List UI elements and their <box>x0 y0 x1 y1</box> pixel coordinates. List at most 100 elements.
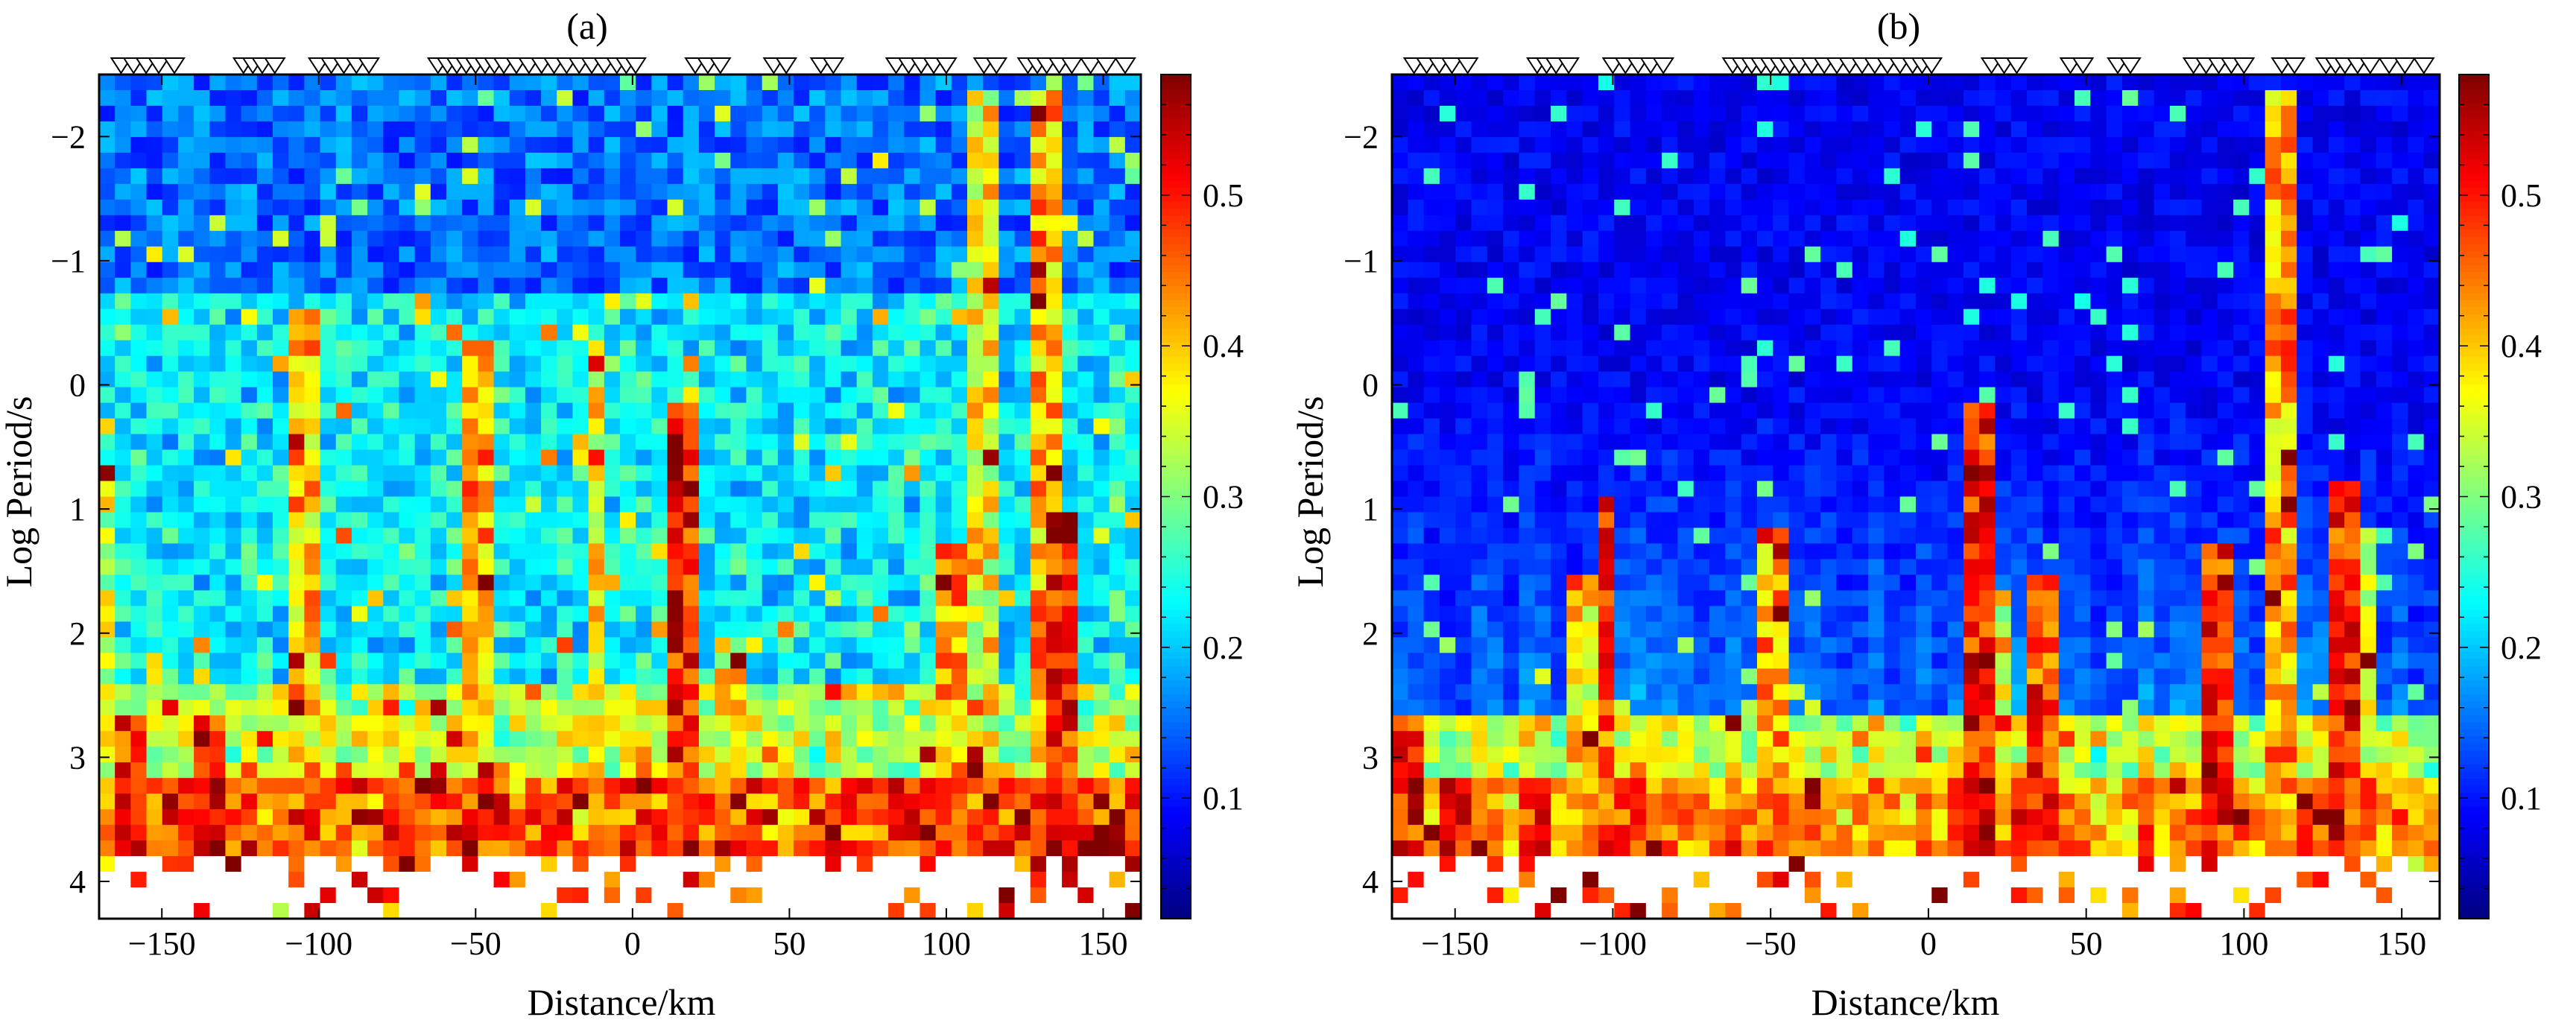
heatmap-cell <box>320 778 337 794</box>
heatmap-cell <box>856 340 873 357</box>
heatmap-cell <box>162 496 179 513</box>
heatmap-cell <box>1788 293 1806 310</box>
heatmap-cell <box>541 590 557 606</box>
heatmap-cell <box>1093 89 1110 107</box>
heatmap-cell <box>1109 825 1126 841</box>
heatmap-cell <box>762 512 779 529</box>
heatmap-cell <box>762 402 779 419</box>
heatmap-cell <box>651 168 668 185</box>
heatmap-cell <box>715 825 731 841</box>
heatmap-cell <box>620 371 636 388</box>
heatmap-cell <box>1045 246 1063 263</box>
heatmap-cell <box>273 183 289 200</box>
heatmap-cell <box>430 371 447 388</box>
heatmap-cell <box>1014 387 1031 404</box>
heatmap-cell <box>572 590 589 606</box>
heatmap-cell <box>604 449 621 466</box>
heatmap-cell <box>920 183 937 200</box>
heatmap-cell <box>446 387 463 404</box>
heatmap-cell <box>683 590 700 606</box>
heatmap-cell <box>2312 230 2329 247</box>
heatmap-cell <box>999 668 1016 685</box>
heatmap-cell <box>162 277 179 294</box>
heatmap-cell <box>288 449 305 466</box>
heatmap-cell <box>446 230 463 247</box>
heatmap-cell <box>999 887 1016 904</box>
heatmap-cell <box>1030 308 1047 326</box>
heatmap-cell <box>762 465 779 482</box>
heatmap-cell <box>935 387 952 404</box>
heatmap-cell <box>509 449 526 466</box>
heatmap-cell <box>351 465 368 482</box>
heatmap-cell <box>572 887 589 904</box>
heatmap-cell <box>320 747 337 763</box>
heatmap-cell <box>446 668 463 685</box>
heatmap-cell <box>1093 152 1110 169</box>
heatmap-cell <box>604 747 621 763</box>
heatmap-cell <box>1931 199 1949 216</box>
heatmap-cell <box>1519 75 1536 91</box>
heatmap-cell <box>1030 496 1047 513</box>
heatmap-cell <box>541 481 557 498</box>
heatmap-cell <box>715 371 731 388</box>
heatmap-cell <box>383 136 400 153</box>
heatmap-cell <box>1109 402 1126 419</box>
heatmap-cell <box>194 747 210 763</box>
heatmap-cell <box>256 230 273 247</box>
heatmap-cell <box>983 89 999 107</box>
heatmap-cell <box>1963 136 1980 153</box>
heatmap-cell <box>604 262 621 279</box>
heatmap-cell <box>2344 199 2361 216</box>
heatmap-cell <box>430 809 447 826</box>
heatmap-cell <box>557 887 574 904</box>
heatmap-cell <box>620 512 636 529</box>
heatmap-cell <box>1062 215 1078 232</box>
heatmap-cell <box>999 105 1016 122</box>
heatmap-cell <box>2042 183 2060 200</box>
heatmap-cell <box>99 653 115 669</box>
heatmap-cell <box>288 856 305 872</box>
colorbar-swatch <box>1161 200 1191 209</box>
heatmap-cell <box>777 621 794 638</box>
heatmap-cell <box>446 731 463 747</box>
heatmap-cell <box>572 136 589 153</box>
heatmap-cell <box>2265 136 2282 153</box>
heatmap-cell <box>572 872 589 888</box>
heatmap-cell <box>446 168 463 185</box>
heatmap-cell <box>446 277 463 294</box>
heatmap-cell <box>304 543 321 560</box>
heatmap-cell <box>162 637 179 653</box>
heatmap-cell <box>1471 340 1488 357</box>
heatmap-cell <box>99 887 115 904</box>
heatmap-cell <box>920 152 937 169</box>
heatmap-cell <box>256 105 273 122</box>
heatmap-cell <box>351 387 368 404</box>
heatmap-cell <box>557 684 574 700</box>
heatmap-cell <box>683 402 700 419</box>
heatmap-cell <box>273 637 289 653</box>
heatmap-cell <box>146 793 163 810</box>
heatmap-cell <box>967 199 984 216</box>
heatmap-cell <box>1630 105 1647 122</box>
heatmap-cell <box>115 731 131 747</box>
heatmap-cell <box>2297 308 2314 326</box>
heatmap-cell <box>351 168 368 185</box>
heatmap-cell <box>1109 199 1126 216</box>
heatmap-cell <box>825 809 842 826</box>
colorbar-swatch <box>1161 566 1191 575</box>
heatmap-cell <box>2186 262 2203 279</box>
heatmap-cell <box>967 355 984 373</box>
heatmap-cell <box>1062 543 1078 560</box>
heatmap-cell <box>1109 793 1126 810</box>
heatmap-cell <box>414 481 431 498</box>
heatmap-cell <box>888 825 905 841</box>
heatmap-cell <box>904 152 921 169</box>
heatmap-cell <box>1093 465 1110 482</box>
heatmap-cell <box>1598 246 1615 263</box>
heatmap-cell <box>2392 89 2408 107</box>
heatmap-cell <box>1756 152 1773 169</box>
heatmap-cell <box>1045 606 1063 622</box>
heatmap-cell <box>809 418 826 435</box>
heatmap-cell <box>1773 277 1790 294</box>
heatmap-cell <box>715 621 731 638</box>
